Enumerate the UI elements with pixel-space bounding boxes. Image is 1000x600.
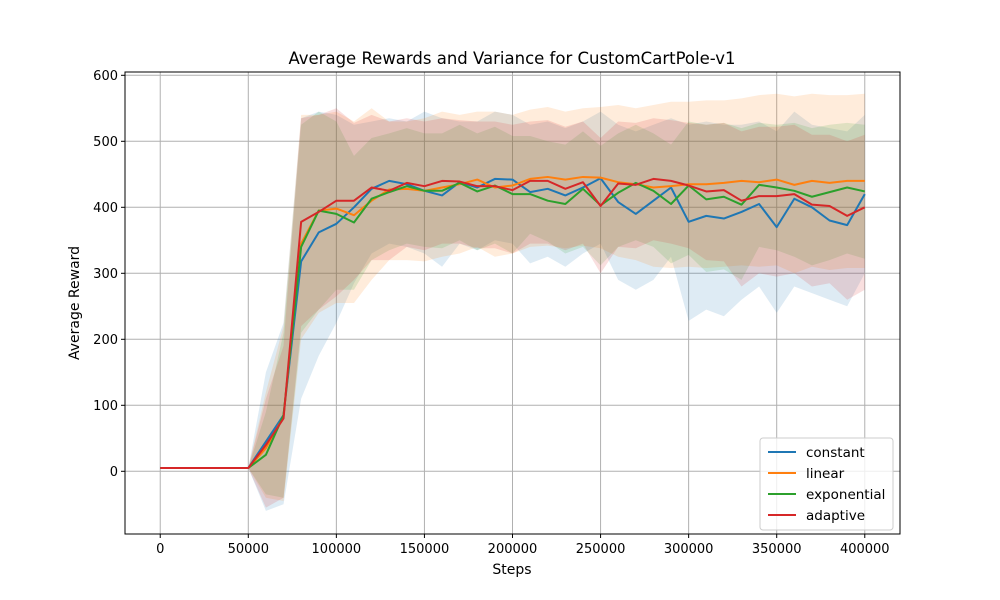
x-tick-label: 50000 xyxy=(228,542,269,557)
legend-box xyxy=(759,437,894,531)
x-axis-label: Steps xyxy=(492,562,531,578)
y-tick-label: 300 xyxy=(93,267,118,282)
x-tick-label: 0 xyxy=(156,542,164,557)
y-tick-label: 400 xyxy=(93,201,118,216)
y-axis-ticks: 0 100 200 300 400 500 600 xyxy=(93,69,125,480)
x-tick-label: 350000 xyxy=(752,542,802,557)
series-lines xyxy=(160,175,866,469)
legend-label-constant: constant xyxy=(806,445,865,461)
x-tick-label: 400000 xyxy=(840,542,890,557)
y-tick-label: 500 xyxy=(93,135,118,150)
legend: constant linear exponential adaptive xyxy=(759,437,894,531)
x-tick-label: 100000 xyxy=(312,542,362,557)
variance-band-constant xyxy=(160,111,865,511)
y-tick-label: 600 xyxy=(93,69,118,84)
x-tick-label: 250000 xyxy=(576,542,626,557)
x-tick-label: 300000 xyxy=(664,542,714,557)
legend-label-adaptive: adaptive xyxy=(806,508,865,524)
y-tick-label: 0 xyxy=(110,465,118,480)
x-tick-label: 200000 xyxy=(488,542,538,557)
y-tick-label: 200 xyxy=(93,333,118,348)
legend-label-linear: linear xyxy=(806,466,845,482)
legend-label-exponential: exponential xyxy=(806,487,885,503)
x-tick-label: 150000 xyxy=(400,542,450,557)
x-axis-ticks: 0 50000 100000 150000 200000 250000 300000 3500… xyxy=(156,534,890,557)
y-axis-label: Average Reward xyxy=(67,246,83,360)
chart-title: Average Rewards and Variance for CustomC… xyxy=(288,49,735,68)
series-line-constant xyxy=(160,177,866,469)
y-tick-label: 100 xyxy=(93,399,118,414)
variance-band-linear xyxy=(160,93,865,501)
series-line-adaptive xyxy=(160,177,866,469)
